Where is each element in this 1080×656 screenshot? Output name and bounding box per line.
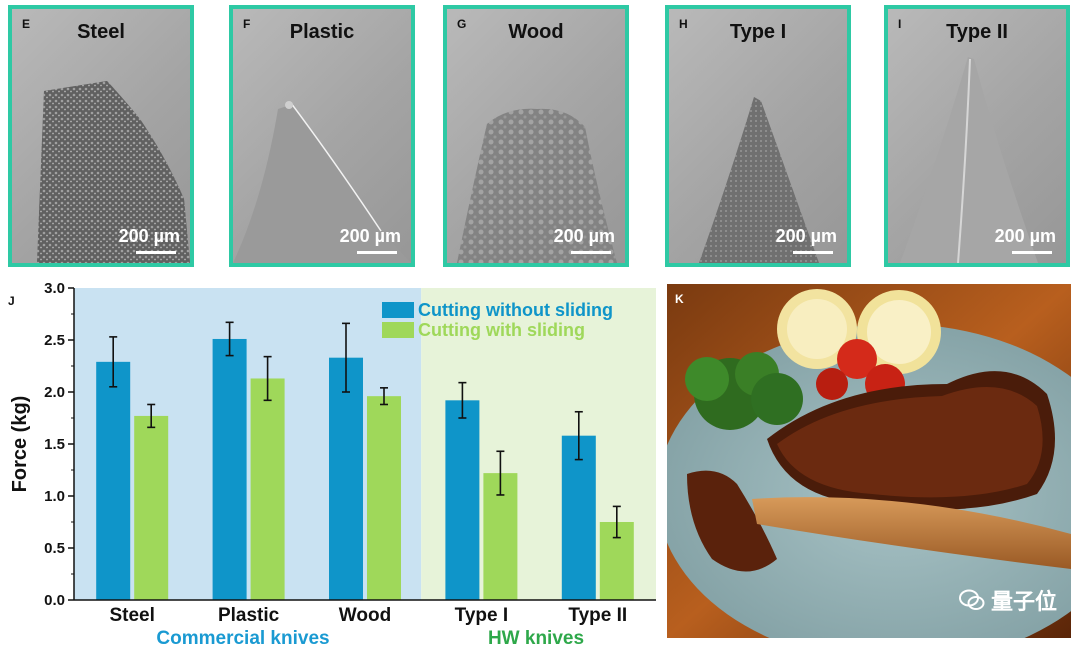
wechat-icon xyxy=(958,589,985,611)
bar xyxy=(561,435,596,600)
panel-letter: F xyxy=(243,17,251,31)
panel-type-ii: I Type II 200 µm xyxy=(884,5,1070,267)
group-label-hw: HW knives xyxy=(488,628,584,649)
scale-label: 200 µm xyxy=(339,226,401,246)
bar xyxy=(250,378,285,600)
bar xyxy=(96,361,131,600)
bar xyxy=(367,396,401,600)
y-tick-label: 2.5 xyxy=(44,332,65,349)
panel-title: Type II xyxy=(946,21,1008,43)
panel-letter: E xyxy=(22,17,31,31)
y-tick-label: 0.5 xyxy=(44,540,65,557)
scale-bar xyxy=(1012,251,1052,254)
panel-type-i: H Type I 200 µm xyxy=(665,5,851,267)
y-tick-label: 1.5 xyxy=(44,436,65,453)
x-tick-label: Type II xyxy=(568,605,627,626)
legend-swatch xyxy=(382,322,414,338)
scale-bar xyxy=(357,251,397,254)
panel-letter-j: J xyxy=(8,294,15,308)
x-tick-label: Plastic xyxy=(218,605,280,626)
scale-label: 200 µm xyxy=(994,226,1056,246)
panel-wood: G Wood 200 µm xyxy=(443,5,629,267)
panel-letter-k: K xyxy=(675,292,684,306)
y-tick-label: 3.0 xyxy=(44,280,65,297)
bar xyxy=(134,415,169,600)
watermark: 量子位 xyxy=(958,584,1057,616)
commercial-knives-background xyxy=(74,288,422,600)
steak-photo: K 量子位 xyxy=(667,284,1071,638)
y-tick-label: 1.0 xyxy=(44,488,65,505)
y-tick-label: 0.0 xyxy=(44,592,65,609)
panel-steel: E Steel 200 µm xyxy=(8,5,194,267)
scale-label: 200 µm xyxy=(553,226,615,246)
legend-swatch xyxy=(382,302,414,318)
wood-micrograph xyxy=(457,108,617,263)
scale-label: 200 µm xyxy=(775,226,837,246)
bar xyxy=(329,357,363,600)
scale-bar xyxy=(136,251,176,254)
panel-plastic: F Plastic 200 µm xyxy=(229,5,415,267)
group-label-commercial: Commercial knives xyxy=(156,628,329,649)
watermark-text: 量子位 xyxy=(990,589,1057,614)
legend-label: Cutting with sliding xyxy=(418,320,585,340)
chart-svg: Steel Plastic Wood Type I Type II 0.0 0.5 1.0 1.… xyxy=(9,280,656,649)
panel-letter: H xyxy=(679,17,688,31)
legend-label: Cutting without sliding xyxy=(418,300,613,320)
bar xyxy=(212,338,247,600)
plastic-micrograph xyxy=(233,101,411,263)
panel-letter: G xyxy=(457,17,467,31)
force-bar-chart: J Steel Plastic Wood Type I Type II 0.0 0.5 1.0… xyxy=(0,278,660,651)
panel-title: Plastic xyxy=(289,21,355,43)
x-tick-label: Type I xyxy=(455,605,509,626)
x-tick-label: Steel xyxy=(109,605,154,626)
type-i-micrograph xyxy=(699,97,819,263)
panel-letter: I xyxy=(898,17,902,31)
bar xyxy=(445,400,480,600)
y-axis-label: Force (kg) xyxy=(9,396,31,493)
panel-title: Wood xyxy=(508,21,564,43)
scale-bar xyxy=(793,251,833,254)
panel-title: Type I xyxy=(729,21,787,43)
x-tick-label: Wood xyxy=(339,605,391,626)
y-tick-label: 2.0 xyxy=(44,384,65,401)
steel-micrograph xyxy=(37,81,190,263)
scale-bar xyxy=(571,251,611,254)
type-ii-micrograph xyxy=(900,57,1038,263)
scale-label: 200 µm xyxy=(118,226,180,246)
steak-illustration xyxy=(667,284,1071,638)
panel-title: Steel xyxy=(77,21,125,43)
